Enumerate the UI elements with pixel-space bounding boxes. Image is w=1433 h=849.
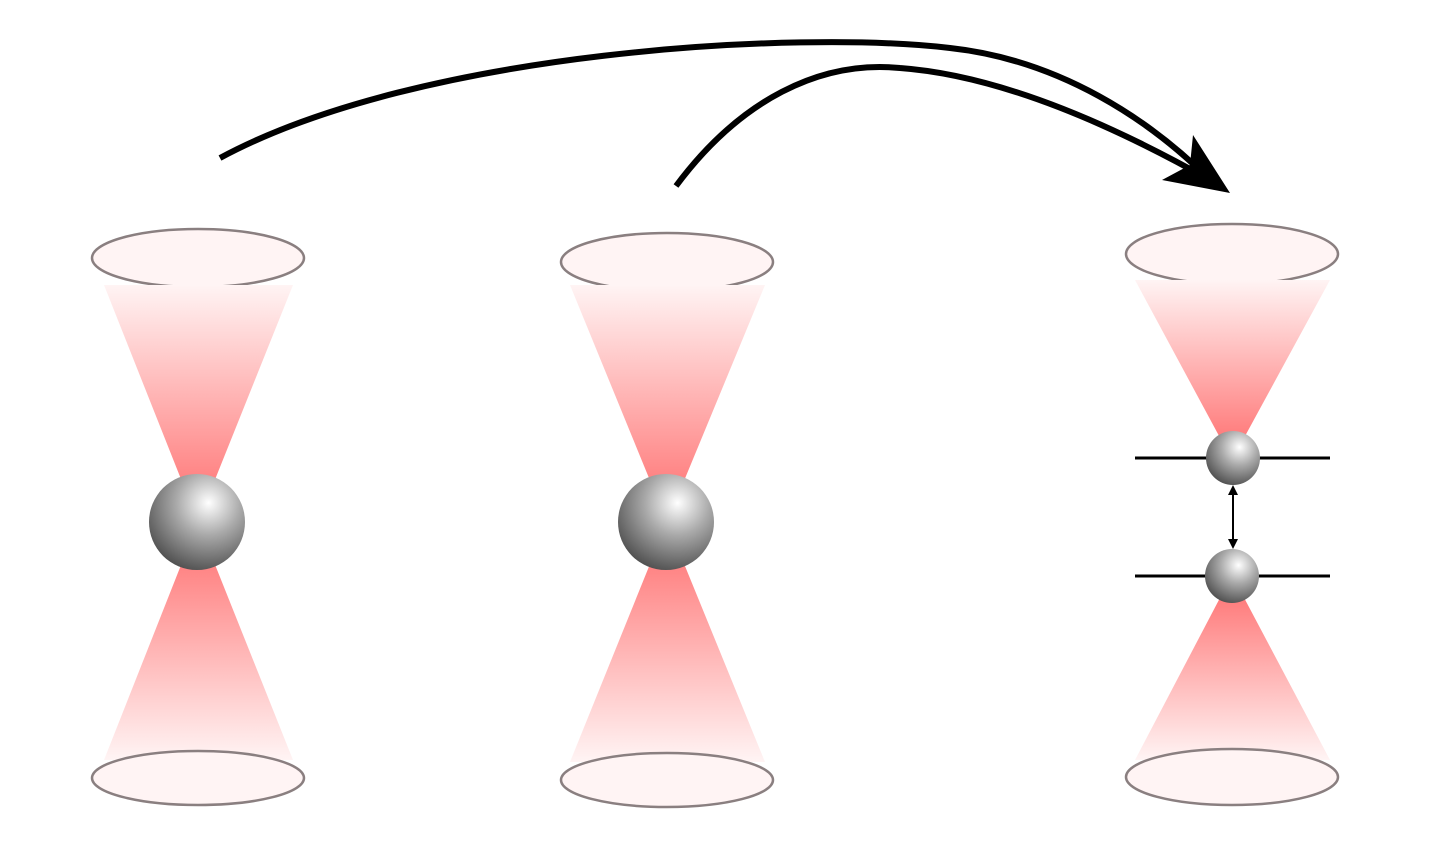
atom (149, 474, 245, 570)
atom-lower (1205, 549, 1259, 603)
beam-upper-cone (104, 285, 293, 522)
beam-top-aperture (90, 227, 306, 289)
tweezer-2 (559, 231, 775, 809)
atom-upper (1206, 431, 1260, 485)
beam-upper-cone (570, 285, 765, 522)
beam-upper-cone (1135, 280, 1330, 460)
beam-top-aperture (559, 231, 775, 293)
atom (618, 474, 714, 570)
tweezer-1 (90, 227, 306, 807)
tweezer-3-merged (1124, 222, 1340, 807)
beam-bottom-aperture (559, 751, 775, 809)
beam-bottom-aperture (90, 749, 306, 807)
arrow-from-tweezer-2 (673, 64, 1212, 188)
beam-top-aperture (1124, 222, 1340, 286)
transfer-arrows (218, 39, 1230, 193)
beam-bottom-aperture (1124, 747, 1340, 807)
beam-lower-cone (1135, 575, 1330, 760)
beam-lower-cone (570, 522, 765, 762)
arrow-from-tweezer-1 (218, 39, 1213, 183)
arrowhead (1162, 135, 1230, 193)
beam-lower-cone (104, 522, 293, 760)
